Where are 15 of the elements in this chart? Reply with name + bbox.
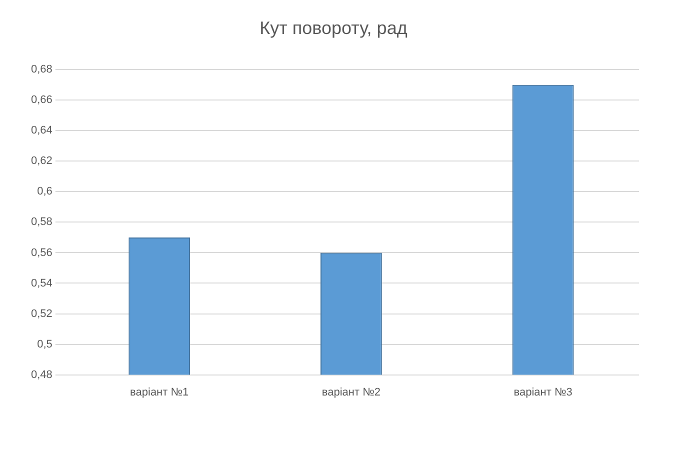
y-tick-label: 0,56	[30, 246, 52, 259]
chart-title: Кут повороту, рад	[260, 18, 408, 38]
y-tick-label: 0,6	[37, 186, 52, 198]
x-tick-label: варіант №2	[322, 386, 381, 398]
x-tick-label: варіант №3	[514, 386, 572, 398]
y-tick-label: 0,52	[30, 308, 52, 320]
y-tick-label: 0,48	[30, 368, 52, 381]
y-tick-label: 0,5	[37, 338, 52, 350]
y-tick-label: 0,62	[30, 155, 52, 168]
y-tick-label: 0,68	[30, 64, 52, 76]
y-tick-label: 0,54	[30, 277, 52, 290]
y-tick-label: 0,58	[30, 216, 52, 228]
x-tick-label: варіант №1	[130, 386, 189, 398]
y-tick-label: 0,66	[30, 94, 52, 106]
y-tick-label: 0,64	[30, 124, 52, 137]
